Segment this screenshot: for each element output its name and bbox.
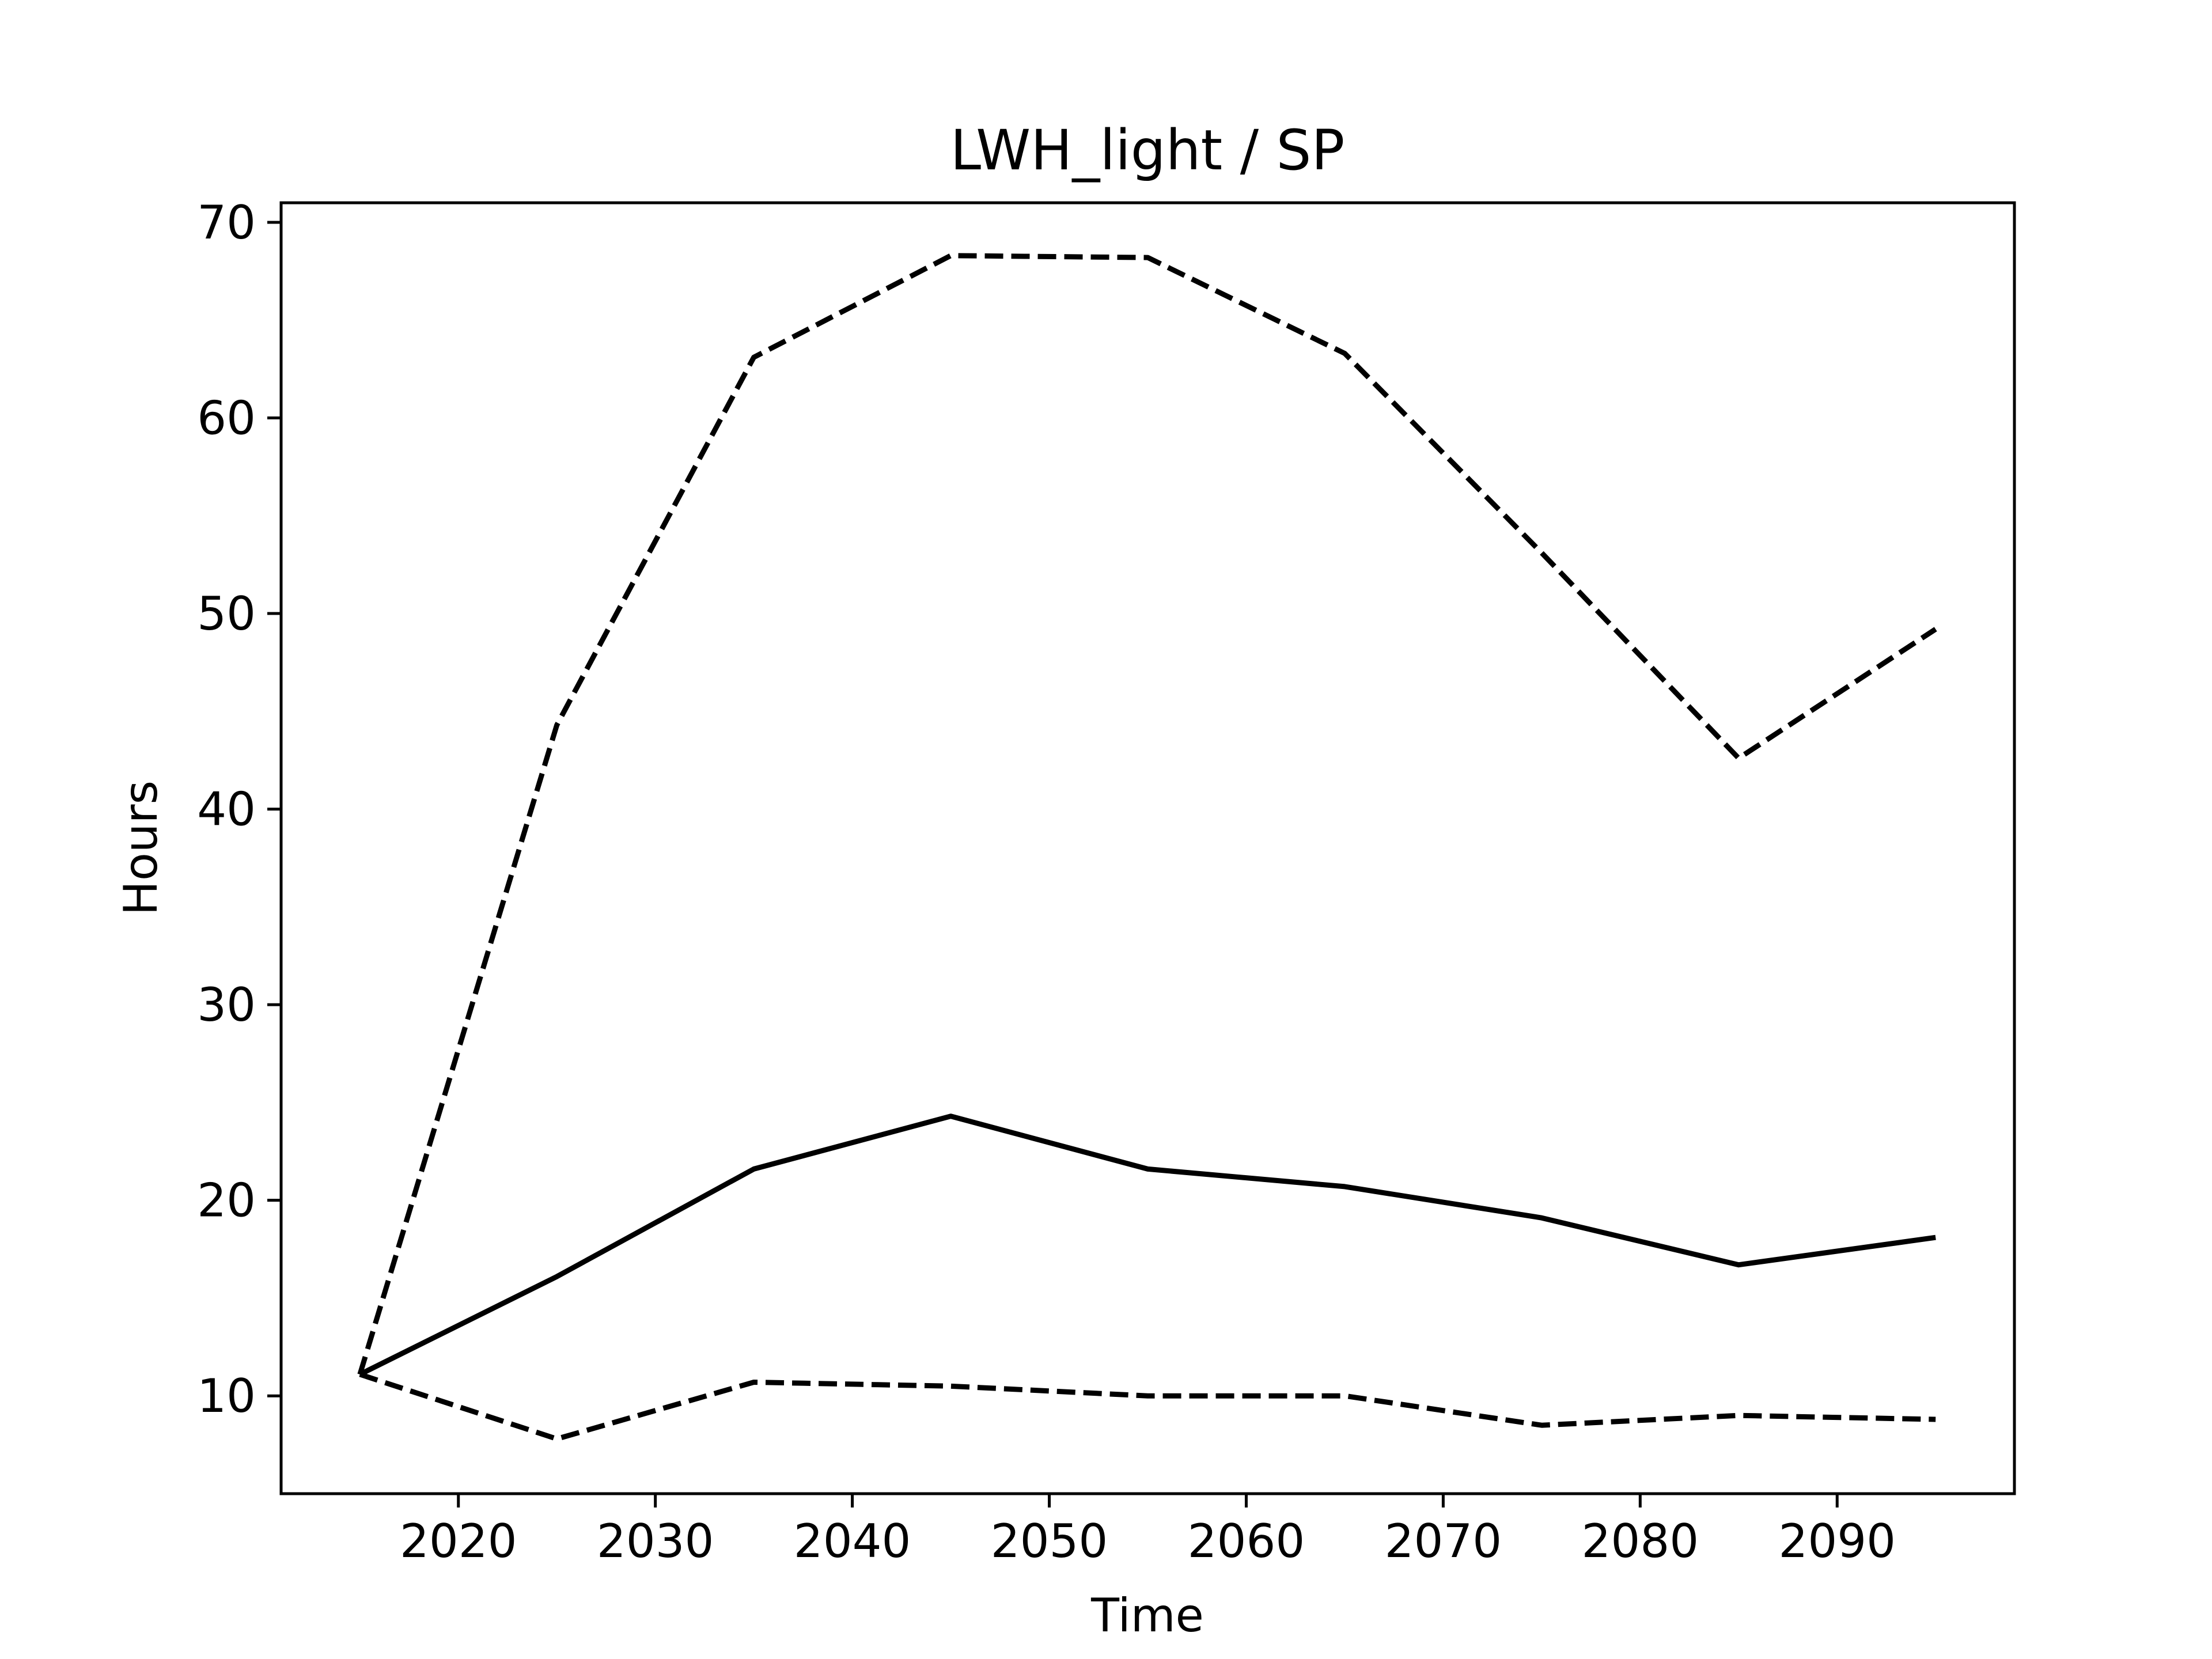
y-tick-label: 70 bbox=[197, 196, 256, 249]
x-axis: 2020 2030 2040 2050 2060 2070 2080 2090 bbox=[400, 1494, 1896, 1568]
y-tick-label: 10 bbox=[197, 1369, 256, 1423]
x-tick-label: 2060 bbox=[1188, 1514, 1305, 1568]
y-axis-label: Hours bbox=[114, 781, 168, 915]
y-axis: 10 20 30 40 50 60 70 bbox=[197, 196, 281, 1423]
x-tick-label: 2030 bbox=[597, 1514, 714, 1568]
x-axis-label: Time bbox=[1090, 1589, 1204, 1642]
x-tick-label: 2020 bbox=[400, 1514, 517, 1568]
x-tick-label: 2080 bbox=[1582, 1514, 1699, 1568]
series-line-1 bbox=[358, 1113, 1936, 1377]
x-tick-label: 2050 bbox=[991, 1514, 1108, 1568]
y-tick-label: 50 bbox=[197, 587, 256, 641]
plot-frame bbox=[279, 201, 2016, 1495]
series-line-2 bbox=[357, 253, 1937, 1376]
x-tick-label: 2090 bbox=[1778, 1514, 1896, 1568]
series-line-3 bbox=[359, 1372, 1936, 1442]
x-tick-label: 2040 bbox=[794, 1514, 911, 1568]
y-tick-label: 60 bbox=[197, 392, 256, 445]
x-tick-label: 2070 bbox=[1385, 1514, 1502, 1568]
y-tick-label: 30 bbox=[197, 978, 256, 1032]
plot-area bbox=[357, 253, 1937, 1442]
chart-title: LWH_light / SP bbox=[950, 118, 1345, 183]
y-tick-label: 20 bbox=[197, 1174, 256, 1228]
y-tick-label: 40 bbox=[197, 783, 256, 836]
